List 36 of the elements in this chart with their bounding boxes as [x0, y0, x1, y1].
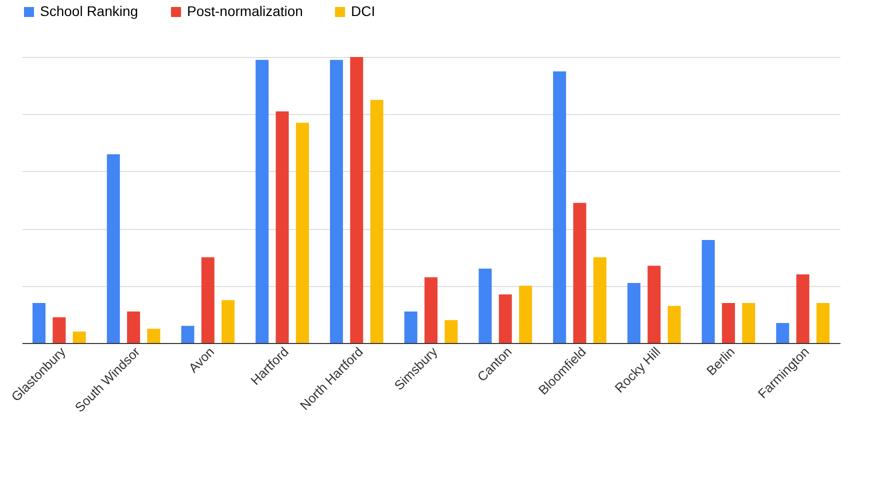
bar: [553, 71, 566, 343]
bar: [296, 122, 309, 343]
legend-label: DCI: [351, 3, 376, 19]
bar: [404, 312, 418, 343]
legend-label: School Ranking: [40, 3, 138, 19]
bar: [519, 286, 532, 343]
legend-label: Post-normalization: [187, 3, 303, 19]
bar: [222, 300, 235, 343]
bar: [627, 282, 640, 343]
bar: [106, 154, 120, 343]
bar: [742, 302, 756, 343]
bar: [330, 60, 343, 343]
bar: [424, 277, 438, 343]
bar: [32, 302, 46, 343]
bar: [350, 57, 364, 343]
bar: [276, 111, 289, 343]
bar: [478, 268, 492, 343]
bar: [201, 257, 214, 343]
bar: [256, 60, 269, 343]
bar: [370, 100, 384, 343]
bar: [593, 257, 606, 343]
bar: [816, 302, 830, 343]
bar: [181, 326, 194, 343]
bar: [722, 302, 735, 343]
bar: [127, 312, 140, 343]
bar: [796, 274, 810, 343]
bar: [147, 328, 160, 343]
bar: [52, 317, 66, 343]
bar: [668, 306, 681, 343]
bar: [573, 202, 586, 343]
bar: [72, 332, 86, 343]
bar: [498, 294, 512, 343]
bar: [702, 240, 715, 343]
bar: [444, 320, 458, 343]
bar: [648, 266, 661, 343]
bar: [776, 322, 790, 343]
